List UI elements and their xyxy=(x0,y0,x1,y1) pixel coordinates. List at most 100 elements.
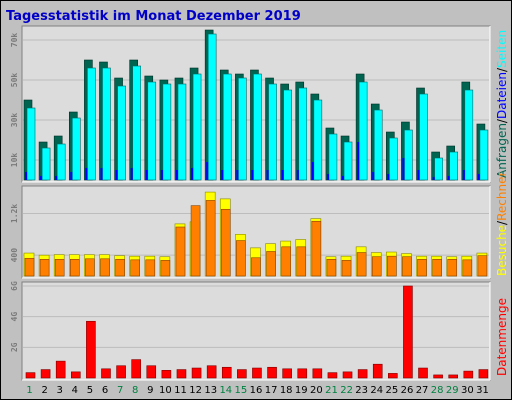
bar-seiten xyxy=(175,170,178,180)
x-tick-label: 29 xyxy=(446,385,459,396)
bar-seiten xyxy=(477,174,480,180)
bar-rechner xyxy=(477,255,488,277)
bar-seiten xyxy=(311,162,314,180)
bar-datenmenge xyxy=(297,368,308,379)
x-tick-label: 3 xyxy=(57,385,63,396)
bar-rechner xyxy=(39,259,50,277)
bar-datenmenge xyxy=(327,372,338,379)
x-tick-label: 11 xyxy=(174,385,187,396)
bar-seiten xyxy=(206,162,209,180)
bar-datenmenge xyxy=(191,367,202,379)
bar-dateien xyxy=(298,87,308,181)
bar-datenmenge xyxy=(86,320,96,379)
bar-rechner xyxy=(85,258,95,277)
chart-title: Tagesstatistik im Monat Dezember 2019 xyxy=(6,9,301,24)
bar-seiten xyxy=(266,170,269,180)
bar-seiten xyxy=(221,170,224,180)
bar-datenmenge xyxy=(267,366,277,379)
y-tick-label: 70k xyxy=(10,33,19,48)
x-tick-label: 22 xyxy=(340,385,353,396)
bar-rechner xyxy=(417,259,427,277)
bar-rechner xyxy=(462,259,473,277)
bar-seiten xyxy=(236,170,239,180)
bar-seiten xyxy=(251,170,254,180)
bar-dateien xyxy=(177,83,187,181)
bar-datenmenge xyxy=(146,365,157,379)
series-legend: Anfragen/Dateien/Seiten xyxy=(495,30,509,178)
x-tick-label: 13 xyxy=(204,385,217,396)
bar-rechner xyxy=(296,246,307,277)
x-tick-label: 8 xyxy=(132,385,138,396)
bar-datenmenge xyxy=(357,369,368,379)
bar-seiten xyxy=(432,177,435,180)
bar-datenmenge xyxy=(403,285,413,379)
bar-seiten xyxy=(296,170,299,180)
bar-dateien xyxy=(41,147,51,181)
bar-dateien xyxy=(132,65,141,181)
bar-dateien xyxy=(238,77,247,181)
bar-seiten xyxy=(160,170,163,180)
bar-dateien xyxy=(117,85,126,181)
y-tick-label: 2G xyxy=(10,342,19,352)
legend-entry: / xyxy=(495,67,509,72)
bar-seiten xyxy=(55,176,58,180)
bar-datenmenge xyxy=(237,369,247,379)
x-tick-label: 18 xyxy=(280,385,293,396)
bar-dateien xyxy=(434,157,443,181)
bar-datenmenge xyxy=(342,371,353,379)
bar-dateien xyxy=(479,129,489,181)
bar-rechner xyxy=(236,240,246,277)
bar-rechner xyxy=(251,257,261,277)
bar-datenmenge xyxy=(372,363,383,379)
legend-entry: Seiten xyxy=(495,30,509,68)
bar-seiten xyxy=(40,176,43,180)
legend-entry: / xyxy=(495,220,509,225)
x-tick-label: 4 xyxy=(72,385,78,396)
bar-dateien xyxy=(373,109,383,181)
legend-entry: Datenmenge xyxy=(495,298,509,376)
bar-datenmenge xyxy=(312,368,323,379)
x-tick-label: 30 xyxy=(461,385,474,396)
volume-panel: 2G 4G 6G xyxy=(10,281,491,381)
bar-seiten xyxy=(357,142,360,180)
x-tick-label: 31 xyxy=(476,385,489,396)
bar-rechner xyxy=(371,256,382,277)
x-tick-label: 26 xyxy=(401,385,414,396)
y-tick-label: 30k xyxy=(10,113,19,128)
y-tick-label: 6G xyxy=(10,281,19,291)
bar-seiten xyxy=(326,174,329,180)
bar-rechner xyxy=(402,256,412,277)
bar-dateien xyxy=(192,73,202,181)
bar-rechner xyxy=(190,205,201,277)
bar-seiten xyxy=(145,170,148,180)
series-legend: Datenmenge xyxy=(495,298,509,376)
bar-dateien xyxy=(419,93,428,181)
bar-datenmenge xyxy=(25,372,36,379)
x-tick-label: 10 xyxy=(159,385,172,396)
x-tick-label: 16 xyxy=(250,385,263,396)
bar-rechner xyxy=(100,258,110,277)
legend-entry: Besuche xyxy=(495,225,509,276)
legend-entry: / xyxy=(495,118,509,123)
bar-seiten xyxy=(115,170,118,180)
x-tick-label: 2 xyxy=(41,385,47,396)
bar-seiten xyxy=(447,176,450,180)
bar-datenmenge xyxy=(221,366,232,379)
x-tick-label: 27 xyxy=(416,385,429,396)
bar-datenmenge xyxy=(70,371,81,379)
bar-datenmenge xyxy=(131,359,141,379)
bar-rechner xyxy=(175,226,186,277)
y-tick-label: 1.2k xyxy=(10,204,19,223)
legend-entry: Anfragen xyxy=(495,123,509,178)
bar-seiten xyxy=(402,158,405,180)
bar-datenmenge xyxy=(433,374,443,379)
x-tick-label: 24 xyxy=(370,385,383,396)
bar-datenmenge xyxy=(116,365,126,379)
bar-rechner xyxy=(311,220,322,277)
bar-seiten xyxy=(191,168,194,180)
bar-rechner xyxy=(341,260,352,277)
bar-dateien xyxy=(404,129,413,181)
bar-datenmenge xyxy=(40,369,51,379)
x-tick-label: 20 xyxy=(310,385,323,396)
